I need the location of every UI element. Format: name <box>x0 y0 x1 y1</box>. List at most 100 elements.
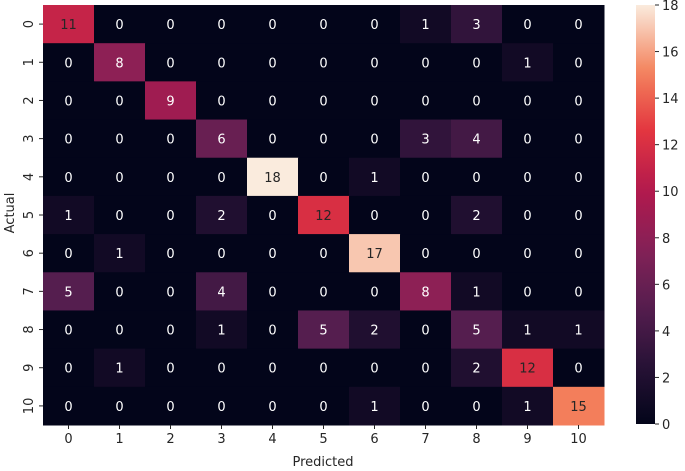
y-tick-label: 6 <box>22 249 37 257</box>
heatmap-cell <box>400 81 452 121</box>
cell-value-label: 0 <box>574 94 582 109</box>
heatmap: 11 0 0 0 0 0 0 1 3 0 00 8 0 0 0 0 0 0 0 1 00 0 9 0 0 0 0 0 0 0 00 0 0 6 0 0… <box>43 5 605 426</box>
heatmap-cell <box>196 310 248 350</box>
heatmap-cell <box>247 157 299 197</box>
y-tick-label: 7 <box>22 287 37 295</box>
cell-value-label: 0 <box>217 18 225 33</box>
cell-value-label: 0 <box>115 18 123 33</box>
heatmap-cell <box>196 195 248 235</box>
cell-value-label: 17 <box>366 247 383 262</box>
heatmap-cell <box>43 119 95 159</box>
heatmap-cell <box>196 5 248 44</box>
heatmap-cell <box>94 310 146 350</box>
cell-value-label: 3 <box>421 133 429 148</box>
cell-value-label: 1 <box>421 18 429 33</box>
heatmap-cell <box>145 43 197 82</box>
cell-value-label: 0 <box>268 324 276 339</box>
heatmap-cell <box>553 310 605 350</box>
heatmap-cell <box>349 5 401 44</box>
cell-value-label: 2 <box>472 362 480 377</box>
heatmap-cell <box>451 5 503 44</box>
cell-value-label: 1 <box>472 285 480 300</box>
heatmap-cell <box>145 195 197 235</box>
heatmap-cell <box>247 81 299 121</box>
heatmap-cell <box>451 81 503 121</box>
colorbar: 0 2 4 6 8 10 12 14 16 18 <box>636 0 679 433</box>
heatmap-cell <box>145 348 197 388</box>
heatmap-cell <box>451 43 503 82</box>
heatmap-cell <box>94 348 146 388</box>
heatmap-cell <box>43 386 95 426</box>
cell-value-label: 0 <box>370 56 378 71</box>
cell-value-label: 0 <box>319 171 327 186</box>
cell-value-label: 0 <box>370 18 378 33</box>
heatmap-cell <box>94 234 146 273</box>
x-tick-label: 1 <box>115 432 123 447</box>
cell-value-label: 4 <box>472 133 480 148</box>
colorbar-tick-label: 2 <box>662 371 670 386</box>
cell-value-label: 0 <box>268 18 276 33</box>
cell-value-label: 0 <box>370 285 378 300</box>
heatmap-cell <box>502 81 554 121</box>
heatmap-cell <box>502 5 554 44</box>
y-tick-label: 5 <box>22 211 37 219</box>
cell-value-label: 0 <box>574 285 582 300</box>
colorbar-tick-label: 6 <box>662 278 670 293</box>
cell-value-label: 0 <box>523 247 531 262</box>
heatmap-cell <box>145 119 197 159</box>
heatmap-cell <box>349 43 401 82</box>
cell-value-label: 3 <box>472 18 480 33</box>
heatmap-cell <box>298 119 350 159</box>
cell-value-label: 0 <box>217 247 225 262</box>
y-tick-label: 4 <box>22 173 37 181</box>
colorbar-tick-label: 0 <box>662 418 670 433</box>
heatmap-cell <box>247 43 299 82</box>
cell-value-label: 0 <box>166 18 174 33</box>
cell-value-label: 0 <box>370 362 378 377</box>
cell-value-label: 1 <box>523 400 531 415</box>
heatmap-cell <box>349 386 401 426</box>
cell-value-label: 0 <box>115 285 123 300</box>
x-tick-label: 10 <box>570 432 587 447</box>
heatmap-cell <box>553 234 605 273</box>
heatmap-cell <box>298 195 350 235</box>
heatmap-cell <box>196 119 248 159</box>
heatmap-cell <box>349 310 401 350</box>
heatmap-cell <box>247 5 299 44</box>
cell-value-label: 0 <box>574 56 582 71</box>
cell-value-label: 0 <box>64 247 72 262</box>
cell-value-label: 0 <box>268 56 276 71</box>
heatmap-cell <box>451 157 503 197</box>
cell-value-label: 8 <box>421 285 429 300</box>
heatmap-cell <box>298 43 350 82</box>
y-axis-label: Actual <box>3 193 18 234</box>
heatmap-cell <box>502 157 554 197</box>
heatmap-cell <box>43 43 95 82</box>
cell-value-label: 0 <box>319 18 327 33</box>
cell-value-label: 0 <box>268 94 276 109</box>
heatmap-cell <box>196 234 248 273</box>
heatmap-cell <box>553 348 605 388</box>
heatmap-cell <box>145 272 197 311</box>
heatmap-cell <box>451 272 503 311</box>
cell-value-label: 0 <box>472 56 480 71</box>
cell-value-label: 0 <box>115 400 123 415</box>
cell-value-label: 0 <box>268 247 276 262</box>
cell-value-label: 0 <box>268 362 276 377</box>
heatmap-cell <box>400 43 452 82</box>
cell-value-label: 0 <box>370 133 378 148</box>
cell-value-label: 0 <box>574 209 582 224</box>
heatmap-cell <box>502 348 554 388</box>
heatmap-cell <box>298 81 350 121</box>
heatmap-cell <box>94 386 146 426</box>
heatmap-cell <box>400 386 452 426</box>
cell-value-label: 0 <box>268 285 276 300</box>
cell-value-label: 0 <box>574 362 582 377</box>
heatmap-cell <box>247 386 299 426</box>
cell-value-label: 0 <box>268 400 276 415</box>
cell-value-label: 0 <box>421 247 429 262</box>
heatmap-cell <box>400 119 452 159</box>
cell-value-label: 6 <box>217 133 225 148</box>
heatmap-cell <box>298 310 350 350</box>
cell-value-label: 1 <box>523 56 531 71</box>
